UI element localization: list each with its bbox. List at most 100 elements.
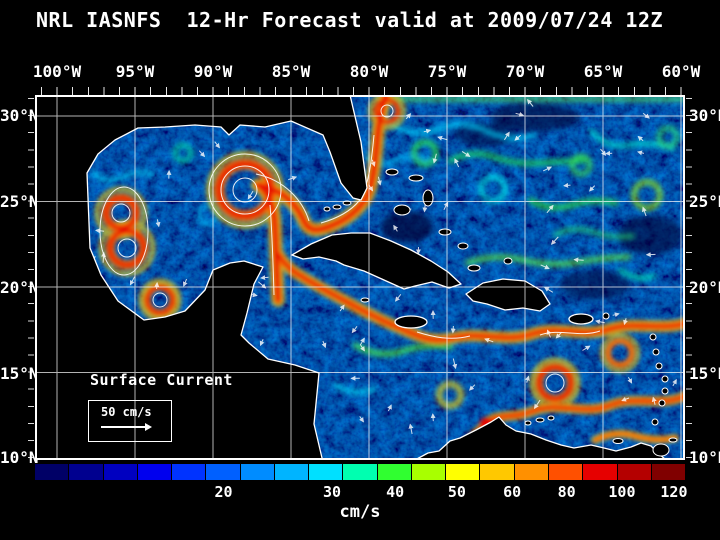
- vector-arrow-icon: [546, 329, 552, 338]
- vector-arrow-icon: [589, 185, 596, 192]
- colorbar-tick: 120: [660, 483, 688, 501]
- lon-label: 85°W: [271, 62, 311, 81]
- vector-arrow-icon: [672, 378, 677, 387]
- colorbar-segment: [377, 464, 411, 480]
- lat-label-right: 20°N: [689, 278, 720, 297]
- vector-arrow-icon: [573, 257, 584, 263]
- vector-arrow-icon: [515, 111, 525, 117]
- colorbar-segment: [411, 464, 446, 480]
- colorbar-segment: [514, 464, 548, 480]
- left-axis-ticks: [28, 95, 34, 460]
- colorbar-segment: [103, 464, 137, 480]
- vector-arrow-icon: [468, 384, 476, 391]
- vector-arrow-icon: [526, 99, 534, 107]
- colorbar-segment: [583, 464, 617, 480]
- map-frame: [35, 95, 685, 460]
- colorbar-segment: [172, 464, 206, 480]
- vector-arrow-icon: [422, 204, 428, 213]
- page-title: NRL IASNFS 12-Hr Forecast valid at 2009/…: [36, 8, 664, 32]
- vector-arrow-icon: [514, 134, 522, 141]
- vector-arrow-icon: [627, 376, 633, 384]
- lon-label: 90°W: [193, 62, 233, 81]
- vector-arrow-icon: [394, 293, 402, 302]
- lon-label: 100°W: [32, 62, 82, 81]
- colorbar-tick: 20: [214, 483, 233, 501]
- vector-arrow-icon: [360, 345, 365, 352]
- vector-arrow-icon: [393, 224, 399, 232]
- vector-arrow-icon: [546, 204, 554, 214]
- island-puerto-rico: [568, 313, 594, 325]
- colorbar-segment: [274, 464, 309, 480]
- vector-arrow-icon: [612, 312, 620, 318]
- vector-arrow-icon: [408, 423, 414, 435]
- vector-arrow-icon: [642, 206, 647, 217]
- lat-label-right: 10°N: [689, 448, 720, 467]
- lon-label: 95°W: [115, 62, 155, 81]
- colorbar-segment: [309, 464, 343, 480]
- vector-arrow-icon: [359, 416, 364, 423]
- colorbar: [35, 464, 686, 480]
- vector-arrow-icon: [198, 150, 206, 158]
- vector-arrow-icon: [637, 150, 645, 156]
- vector-arrow-icon: [155, 219, 161, 228]
- vector-arrow-icon: [555, 331, 562, 339]
- vector-arrow-icon: [214, 141, 221, 149]
- vector-arrow-icon: [637, 135, 644, 142]
- vector-arrow-icon: [321, 340, 327, 349]
- vector-arrow-icon: [430, 413, 436, 422]
- islands-bahamas: [385, 168, 513, 272]
- vector-arrow-icon: [563, 182, 571, 188]
- vector-arrow-icon: [182, 278, 188, 287]
- colorbar-segment: [206, 464, 240, 480]
- colorbar-segment: [35, 464, 69, 480]
- vector-arrow-icon: [247, 190, 254, 200]
- top-axis-ticks: [35, 87, 685, 95]
- streamline-contours: [99, 104, 601, 393]
- vector-arrow-icon: [288, 175, 298, 181]
- vector-scale-box: 50 cm/s: [88, 400, 172, 442]
- grid-lines: [37, 97, 683, 458]
- vector-arrow-icon: [540, 264, 550, 270]
- vector-arrow-icon: [359, 337, 365, 346]
- vector-arrow-icon: [432, 153, 438, 164]
- right-axis-ticks: [686, 95, 692, 460]
- vector-arrow-icon: [550, 236, 559, 245]
- colorbar-tick: 60: [503, 483, 522, 501]
- colorbar-segment: [446, 464, 480, 480]
- colorbar-unit: cm/s: [339, 502, 381, 522]
- colorbar-segment: [617, 464, 651, 480]
- vector-arrow-icon: [533, 399, 541, 410]
- vector-arrow-icon: [454, 158, 460, 168]
- vector-scale-arrow-icon: [101, 423, 152, 431]
- colorbar-ticks: 20 30 40 50 60 80 100 120: [35, 483, 688, 501]
- vector-arrow-icon: [452, 358, 458, 370]
- vector-arrow-icon: [259, 339, 265, 347]
- vector-arrow-icon: [351, 325, 358, 334]
- vector-arrow-icon: [260, 275, 269, 281]
- vector-arrow-icon: [543, 286, 554, 293]
- quiet-zones: [381, 103, 682, 300]
- vector-arrow-icon: [339, 304, 345, 312]
- colorbar-tick: 100: [608, 483, 636, 501]
- vector-arrow-icon: [621, 396, 630, 402]
- vector-arrow-icon: [154, 281, 160, 290]
- lon-label: 75°W: [427, 62, 467, 81]
- colorbar-segment: [651, 464, 686, 480]
- strong-currents: [94, 95, 685, 444]
- vector-arrow-icon: [484, 337, 494, 343]
- vector-arrow-icon: [376, 176, 382, 186]
- colorbar-segment: [480, 464, 514, 480]
- lat-label-right: 15°N: [689, 364, 720, 383]
- lat-label-right: 30°N: [689, 106, 720, 125]
- colorbar-segment: [343, 464, 377, 480]
- forecast-map: [35, 95, 685, 460]
- colorbar-segment: [240, 464, 274, 480]
- vector-arrow-icon: [423, 128, 432, 134]
- vector-arrow-icon: [542, 166, 553, 172]
- colorbar-segment: [137, 464, 172, 480]
- islands-antilles: [524, 312, 678, 457]
- colorbar-segment: [548, 464, 583, 480]
- vector-arrow-icon: [524, 375, 530, 383]
- colorbar-tick: 40: [386, 483, 405, 501]
- islands-keys-cayman: [323, 200, 370, 303]
